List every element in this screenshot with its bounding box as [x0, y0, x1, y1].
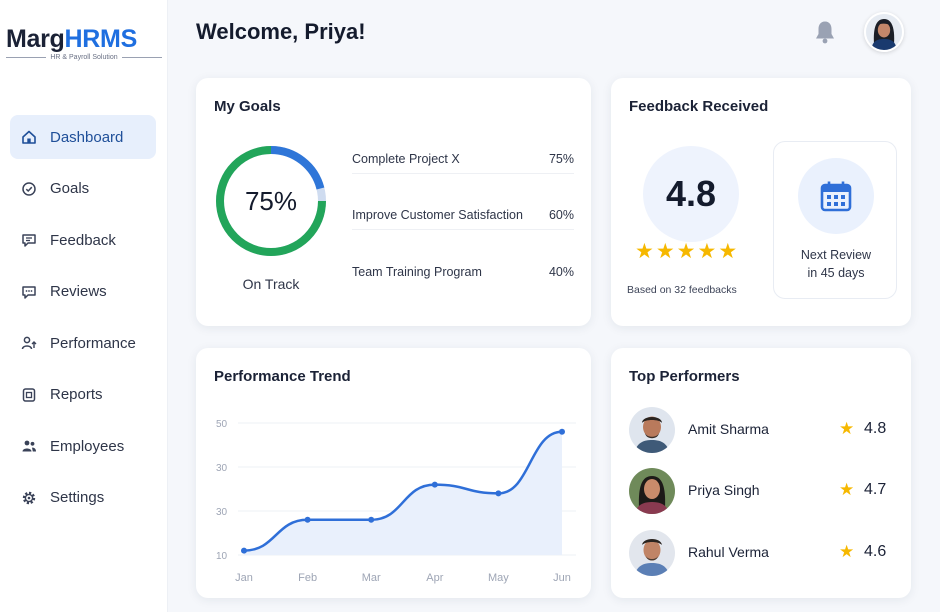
card-title: Feedback Received [629, 98, 769, 115]
top-performers-card: Top Performers Amit Sharma ★ 4.8 Priya S… [611, 348, 911, 598]
sidebar-item-dashboard[interactable]: Dashboard [10, 115, 156, 159]
y-tick-label: 30 [216, 463, 228, 474]
review-icon [20, 283, 38, 301]
sidebar-item-settings[interactable]: Settings [10, 476, 156, 520]
star-icon: ★ [718, 240, 738, 263]
sidebar-item-reports[interactable]: Reports [10, 373, 156, 417]
next-review-text: Next Review in 45 days [800, 248, 872, 280]
performance-icon [20, 334, 38, 352]
brand-tagline: HR & Payroll Solution [6, 54, 162, 61]
calendar-icon [798, 158, 874, 234]
data-point [495, 490, 502, 497]
brand-name: MargHRMS [6, 25, 137, 53]
goal-status: On Track [242, 276, 300, 292]
avatar [629, 468, 675, 514]
star-icon: ★ [676, 240, 696, 263]
brand-logo[interactable]: MargHRMS HR & Payroll Solution [6, 24, 162, 61]
chat-icon [20, 231, 38, 249]
goal-row[interactable]: Team Training Program 40% [352, 257, 574, 287]
feedback-count: Based on 32 feedbacks [627, 284, 737, 296]
star-icon: ★ [697, 240, 717, 263]
sidebar-nav: Dashboard Goals Feedback Reviews Perform… [10, 115, 156, 527]
feedback-card: Feedback Received 4.8 ★ ★ ★ ★ ★ Based on… [611, 78, 911, 326]
rating-stars: ★ ★ ★ ★ ★ [635, 241, 737, 263]
y-tick-label: 30 [216, 507, 228, 518]
my-goals-card: My Goals 75% On Track Complete Project X… [196, 78, 591, 326]
star-icon: ★ [839, 542, 855, 561]
star-icon: ★ [839, 480, 855, 499]
performer-row[interactable]: Amit Sharma ★ 4.8 [629, 407, 893, 453]
performer-name: Priya Singh [688, 482, 760, 498]
goal-name: Team Training Program [352, 265, 482, 279]
card-title: My Goals [214, 98, 281, 115]
card-title: Performance Trend [214, 368, 351, 385]
x-tick-label: Mar [362, 572, 381, 584]
data-point [431, 481, 438, 488]
star-icon: ★ [635, 240, 654, 263]
sidebar-item-reviews[interactable]: Reviews [10, 270, 156, 314]
y-tick-label: 50 [216, 419, 228, 430]
goal-name: Improve Customer Satisfaction [352, 207, 523, 222]
x-tick-label: May [488, 572, 509, 584]
feedback-rating: 4.8 [643, 146, 739, 242]
star-icon: ★ [655, 240, 675, 263]
goal-name: Complete Project X [352, 151, 460, 166]
bell-icon[interactable] [813, 19, 837, 45]
goal-overall-percent: 75% [244, 186, 298, 216]
user-avatar[interactable] [864, 12, 904, 52]
data-point [241, 547, 247, 554]
people-icon [20, 437, 38, 455]
performer-score: 4.6 [864, 543, 887, 560]
x-tick-label: Feb [298, 572, 317, 584]
card-title: Top Performers [629, 368, 740, 385]
data-point [304, 516, 311, 523]
goal-percent: 75% [548, 151, 574, 166]
performer-name: Amit Sharma [688, 421, 769, 437]
data-point [559, 428, 565, 435]
sidebar-item-performance[interactable]: Performance [10, 321, 156, 365]
x-tick-label: Apr [426, 572, 443, 584]
report-icon [20, 386, 38, 404]
goal-progress-ring [214, 144, 328, 258]
performer-row[interactable]: Rahul Verma ★ 4.6 [629, 530, 893, 576]
performance-trend-chart: 10 30 30 50 Jan Feb Mar Apr May Jun [216, 419, 576, 584]
next-review-box[interactable]: Next Review in 45 days [773, 141, 897, 299]
sidebar-item-feedback[interactable]: Feedback [10, 218, 156, 262]
home-icon [20, 128, 38, 146]
goal-percent: 60% [548, 207, 574, 222]
y-tick-label: 10 [216, 551, 228, 562]
sidebar: MargHRMS HR & Payroll Solution Dashboard… [0, 0, 168, 612]
x-tick-label: Jun [553, 572, 571, 584]
performer-row[interactable]: Priya Singh ★ 4.7 [629, 468, 893, 514]
page-title: Welcome, Priya! [196, 19, 366, 44]
sidebar-item-employees[interactable]: Employees [10, 424, 156, 468]
performer-name: Rahul Verma [688, 544, 769, 560]
trend-line [242, 430, 564, 552]
sidebar-item-goals[interactable]: Goals [10, 167, 156, 211]
avatar [629, 530, 675, 576]
goal-row[interactable]: Improve Customer Satisfaction 60% [352, 200, 574, 230]
trend-area [244, 431, 562, 555]
star-icon: ★ [839, 419, 855, 438]
target-icon [20, 180, 38, 198]
goal-row[interactable]: Complete Project X 75% [352, 144, 574, 174]
data-point [368, 516, 375, 523]
performer-score: 4.7 [864, 481, 887, 498]
gear-icon [20, 489, 38, 507]
avatar [629, 407, 675, 453]
goal-percent: 40% [548, 265, 574, 279]
performer-score: 4.8 [864, 420, 887, 437]
performance-trend-card: Performance Trend 10 30 30 50 Jan Feb Mar Apr Ma… [196, 348, 591, 598]
x-tick-label: Jan [235, 572, 253, 584]
